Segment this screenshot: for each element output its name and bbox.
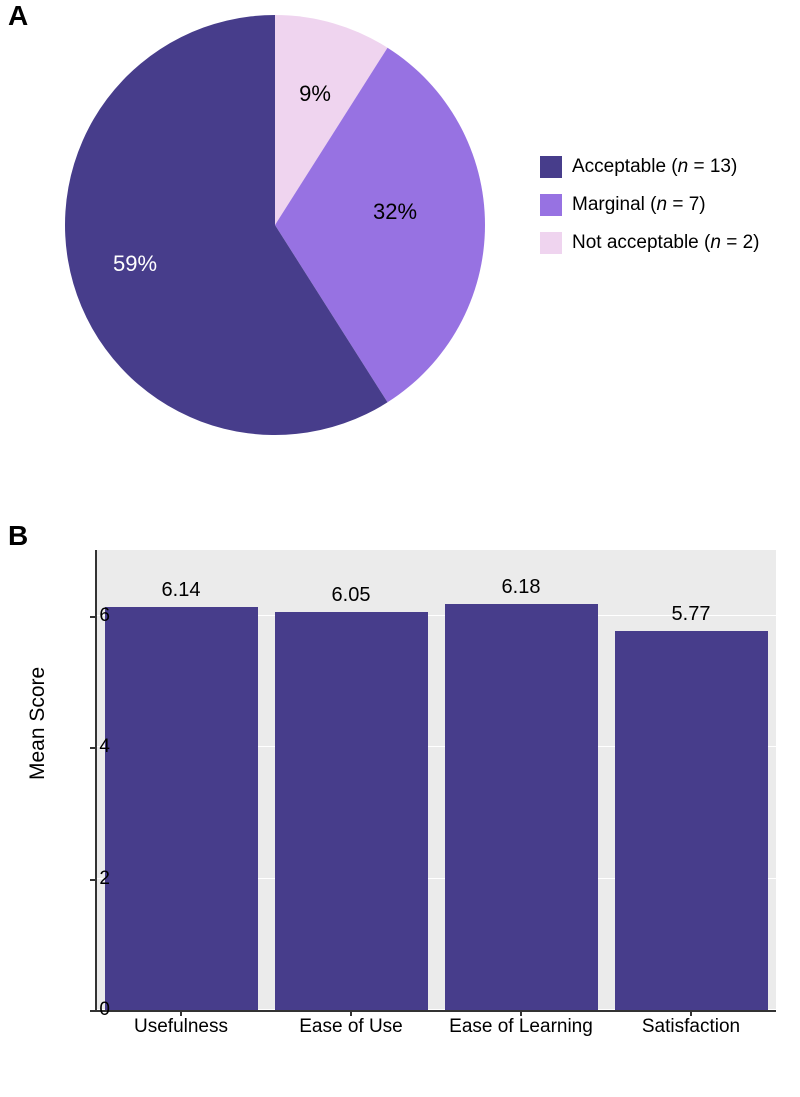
panel-a: 9% 32% 59% Acceptable (n = 13) Marginal (n … [0,0,800,500]
bar-value-label: 5.77 [651,603,731,626]
y-tick-mark [90,747,96,749]
bar-value-label: 6.14 [141,579,221,602]
bar [105,607,258,1010]
legend-swatch [540,194,562,216]
pie-legend: Acceptable (n = 13) Marginal (n = 7) Not a… [540,150,760,264]
bar [615,631,768,1010]
legend-swatch [540,232,562,254]
legend-item: Acceptable (n = 13) [540,150,760,184]
legend-text: Acceptable (n = 13) [572,150,737,184]
x-tick-label: Ease of Use [271,1016,431,1038]
legend-item: Marginal (n = 7) [540,188,760,222]
y-tick-mark [90,1010,96,1012]
pie-chart: 9% 32% 59% [60,10,490,440]
legend-swatch [540,156,562,178]
pie-svg: 9% 32% 59% [60,10,490,440]
x-tick-mark [350,1010,352,1016]
x-tick-label: Usefulness [101,1016,261,1038]
x-tick-mark [690,1010,692,1016]
bar [445,604,598,1010]
bar [275,612,428,1010]
pie-slice-label: 32% [373,199,417,224]
bar-value-label: 6.05 [311,584,391,607]
y-tick-mark [90,879,96,881]
x-tick-label: Ease of Learning [441,1016,601,1038]
legend-item: Not acceptable (n = 2) [540,226,760,260]
y-tick-mark [90,616,96,618]
pie-slice-label: 59% [113,251,157,276]
pie-slice-label: 9% [299,81,331,106]
legend-text: Marginal (n = 7) [572,188,706,222]
figure: A 9%32%59% Acceptable (n = 13)Marginal (… [0,0,800,1097]
x-axis-line [96,1010,776,1012]
y-axis-title: Mean Score [26,667,50,780]
x-tick-mark [180,1010,182,1016]
x-tick-label: Satisfaction [611,1016,771,1038]
x-tick-mark [520,1010,522,1016]
legend-text: Not acceptable (n = 2) [572,226,760,260]
panel-b: Mean Score 0246 UsefulnessEase of UseEas… [0,520,800,1080]
bar-value-label: 6.18 [481,576,561,599]
